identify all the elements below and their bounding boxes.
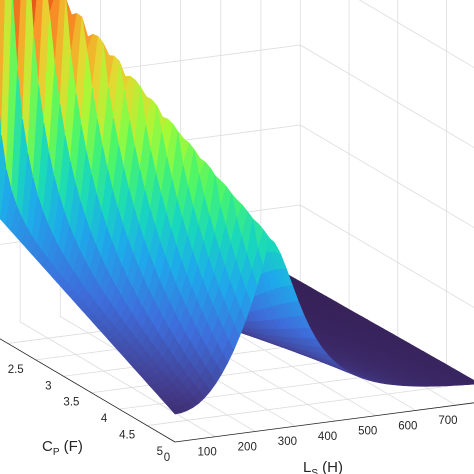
x-tick-label: 0 — [164, 452, 170, 464]
surface-patch — [169, 406, 182, 415]
y-tick-labels: 22.533.544.55 — [8, 364, 163, 458]
grid-line — [300, 204, 474, 308]
surface-patch — [0, 0, 6, 136]
y-tick-label: 2.5 — [8, 364, 24, 376]
grid-line — [147, 383, 468, 426]
x-tick-label: 600 — [398, 420, 417, 432]
y-axis-label: CP (F) — [42, 438, 83, 458]
x-tick-label: 500 — [358, 426, 377, 438]
y-tick-label: 3 — [45, 380, 51, 392]
x-tick-label: 100 — [198, 447, 217, 459]
x-tick-label: 200 — [238, 441, 257, 453]
x-axis-line — [174, 402, 474, 443]
y-axis-line — [0, 338, 176, 443]
y-tick-label: 4 — [101, 413, 108, 425]
y-tick-label: 4.5 — [119, 430, 135, 442]
axes — [0, 338, 474, 443]
x-tick-label: 300 — [278, 436, 297, 448]
x-axis-label: LS (H) — [303, 459, 343, 474]
surface — [0, 0, 474, 415]
y-tick-label: 3.5 — [63, 397, 79, 409]
x-tick-labels: 0 100 200 300 400 500 600 700 — [164, 415, 458, 464]
grid-line — [358, 0, 474, 68]
grid-line — [300, 124, 474, 228]
y-tick-label: 5 — [157, 446, 163, 458]
grid-line — [19, 321, 216, 438]
x-tick-label: 700 — [438, 415, 457, 427]
grid-line — [300, 44, 474, 148]
x-tick-label: 400 — [318, 431, 337, 443]
